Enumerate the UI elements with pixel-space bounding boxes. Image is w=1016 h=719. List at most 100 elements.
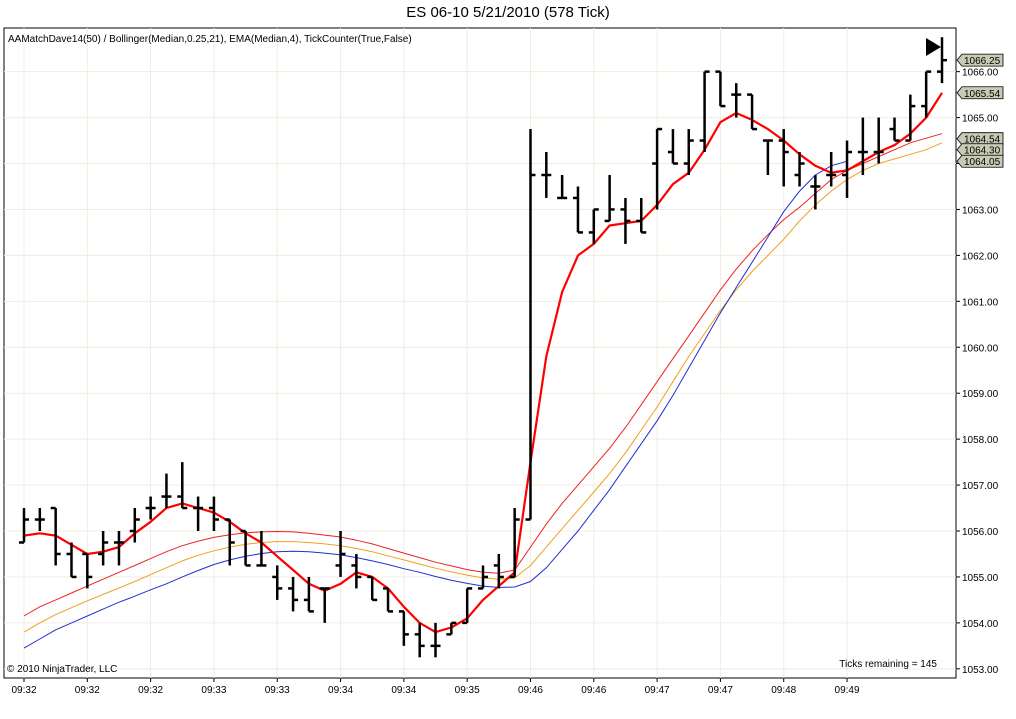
ohlc-bar	[921, 70, 932, 118]
x-tick-label: 09:35	[455, 685, 480, 696]
price-marker-label: 1064.05	[964, 157, 1001, 168]
x-tick-label: 09:47	[708, 685, 733, 696]
ohlc-bar	[256, 531, 267, 567]
x-tick-label: 09:33	[201, 685, 226, 696]
ohlc-bar	[319, 587, 330, 623]
ticks-remaining-text: Ticks remaining = 145	[839, 659, 937, 670]
ohlc-bar	[636, 197, 647, 234]
ohlc-bar	[351, 553, 362, 589]
x-tick-label: 09:34	[391, 685, 416, 696]
y-tick-label: 1065.00	[962, 114, 999, 125]
price-marker: 1064.30	[956, 143, 1004, 157]
x-tick-label: 09:32	[138, 685, 163, 696]
ohlc-bar	[667, 129, 678, 165]
x-tick-label: 09:32	[75, 685, 100, 696]
ohlc-bar	[826, 152, 837, 187]
ohlc-bar	[731, 83, 742, 118]
price-marker-box	[956, 86, 1004, 100]
price-marker-box	[956, 132, 1004, 146]
ohlc-bar	[541, 152, 552, 198]
ohlc-bar	[66, 542, 77, 579]
ohlc-bar	[747, 93, 758, 131]
y-axis: 1053.00 1054.00 1055.00 1056.00 1057.00 1058.…	[956, 68, 999, 676]
x-tick-label: 09:49	[835, 685, 860, 696]
ohlc-bar	[208, 496, 219, 532]
price-marker: 1064.54	[956, 132, 1004, 146]
ohlc-bar	[288, 576, 299, 612]
ema-series-line	[23, 92, 943, 634]
price-marker: 1064.05	[956, 154, 1004, 168]
ohlc-bar	[794, 152, 805, 187]
play-arrow-icon	[926, 38, 941, 56]
price-marker-label: 1064.30	[964, 146, 1001, 157]
x-tick-label: 09:32	[11, 685, 36, 696]
ohlc-bar	[810, 174, 821, 210]
price-marker-label: 1064.54	[964, 135, 1001, 146]
y-tick-label: 1061.00	[962, 297, 999, 308]
indicator-label: AAMatchDave14(50) / Bollinger(Median,0.2…	[8, 34, 412, 45]
ohlc-bar	[113, 531, 124, 566]
ema-line	[23, 92, 943, 634]
ohlc-bar	[414, 622, 425, 658]
ohlc-bar	[177, 462, 188, 510]
ohlc-bar	[525, 129, 536, 521]
ohlc-bar	[699, 70, 710, 153]
x-tick-label: 09:48	[771, 685, 796, 696]
ohlc-bar	[98, 531, 109, 566]
y-tick-label: 1063.00	[962, 205, 999, 216]
y-tick-label: 1056.00	[962, 527, 999, 538]
y-tick-label: 1058.00	[962, 435, 999, 446]
ohlc-bar	[842, 140, 853, 198]
ohlc-bar	[145, 496, 156, 520]
ohlc-bar	[50, 506, 61, 566]
y-tick-label: 1053.00	[962, 665, 999, 676]
ohlc-bar	[272, 565, 283, 600]
ohlc-bar	[572, 186, 583, 234]
price-marker: 1066.25	[956, 53, 1004, 67]
ohlc-bars	[19, 37, 947, 658]
ohlc-bar	[620, 197, 631, 244]
price-marker-box	[956, 154, 1004, 168]
ohlc-bar	[161, 473, 172, 509]
ohlc-bar	[430, 622, 441, 658]
ohlc-bar	[509, 508, 520, 579]
y-tick-label: 1066.00	[962, 68, 999, 79]
ohlc-bar	[367, 575, 378, 602]
y-tick-label: 1057.00	[962, 481, 999, 492]
x-tick-label: 09:47	[645, 685, 670, 696]
price-marker-box	[956, 143, 1004, 157]
x-tick-label: 09:46	[581, 685, 606, 696]
ohlc-bar	[762, 139, 773, 175]
ohlc-bar	[19, 508, 29, 544]
ohlc-bar	[335, 531, 346, 577]
ohlc-bar	[873, 117, 884, 164]
ohlc-bar	[82, 552, 93, 589]
ohlc-bar	[129, 508, 140, 543]
ohlc-bar	[778, 129, 789, 187]
ohlc-bar	[683, 129, 694, 175]
ohlc-bar	[857, 117, 868, 175]
ohlc-bar	[240, 529, 251, 567]
bollinger-lower-line	[23, 160, 848, 649]
copyright-text: © 2010 NinjaTrader, LLC	[7, 664, 117, 675]
ohlc-bar	[193, 496, 204, 532]
plot-area	[3, 27, 957, 679]
y-tick-label: 1060.00	[962, 343, 999, 354]
price-marker-box	[956, 53, 1004, 67]
price-marker: 1065.54	[956, 86, 1004, 100]
ohlc-bar	[478, 565, 488, 590]
y-tick-label: 1059.00	[962, 389, 999, 400]
ohlc-bar	[905, 94, 916, 142]
ohlc-bar	[34, 508, 45, 532]
ohlc-bar	[446, 621, 457, 636]
y-tick-label: 1062.00	[962, 251, 999, 262]
chart-title: ES 06-10 5/21/2010 (578 Tick)	[406, 4, 610, 21]
ohlc-bar	[462, 587, 473, 625]
ohlc-bar	[398, 610, 409, 646]
ohlc-bar	[937, 37, 947, 84]
ohlc-bar	[715, 70, 726, 108]
price-marker-label: 1065.54	[964, 89, 1001, 100]
ohlc-bar	[224, 518, 235, 566]
